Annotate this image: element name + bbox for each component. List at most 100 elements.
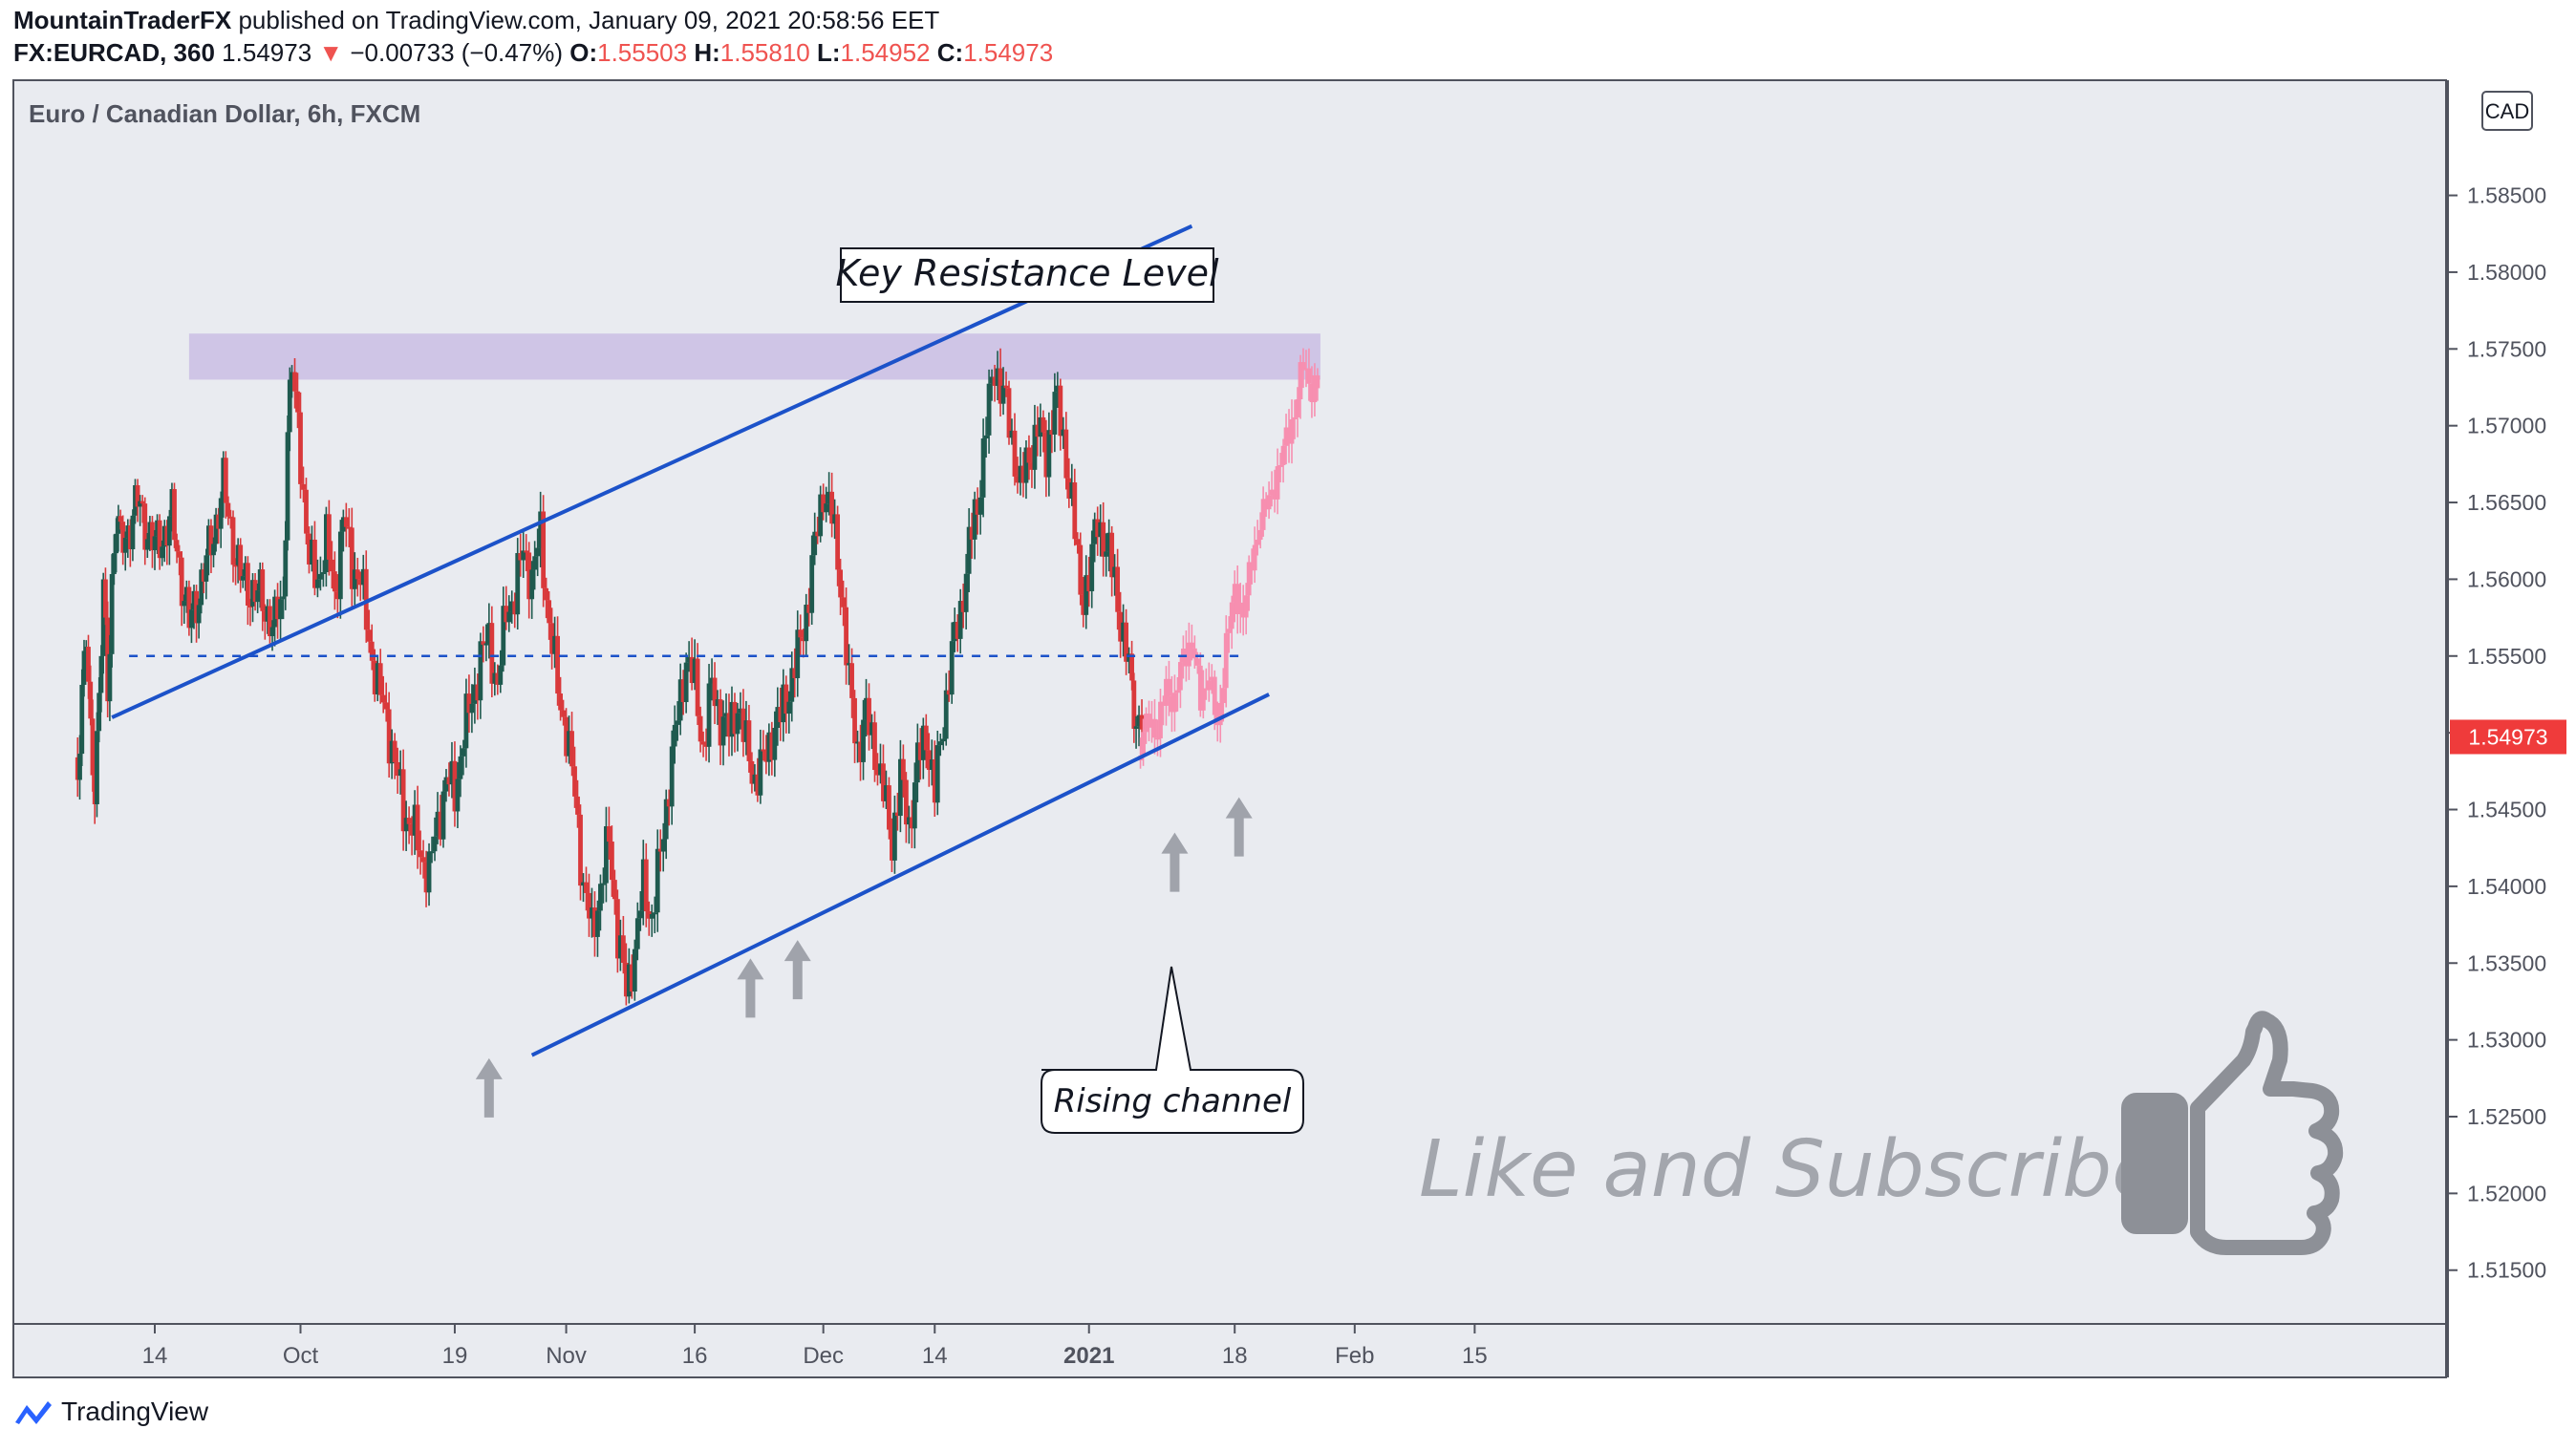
candle-body [897, 758, 903, 817]
candle-body [1000, 385, 1006, 404]
candle-body [646, 911, 652, 919]
candle-body [960, 601, 966, 612]
candle-body [752, 774, 758, 784]
candle-body [561, 710, 566, 717]
resistance-label[interactable]: Key Resistance Level [835, 247, 1219, 303]
open-label: O: [569, 38, 598, 67]
resistance-zone[interactable] [188, 333, 1320, 380]
candle-body [77, 754, 82, 780]
projected-candle [1275, 466, 1280, 500]
chart-pane[interactable] [12, 79, 2447, 1378]
projected-candle [1170, 695, 1174, 713]
projected-candle [1161, 701, 1166, 706]
candle-body [233, 565, 238, 567]
candle-body [318, 573, 323, 580]
candle-body [492, 672, 498, 684]
candle-body [90, 718, 96, 776]
candle-body [604, 826, 609, 884]
candle-body [380, 694, 386, 703]
candle-body [174, 540, 180, 552]
drawn-lines[interactable] [111, 224, 1270, 1057]
projected-candle [1257, 529, 1263, 541]
thumbs-up-icon [2121, 1011, 2344, 1255]
projected-candle [1312, 374, 1318, 403]
candle-body [287, 379, 292, 433]
candle-body [213, 514, 219, 544]
candle-body [177, 551, 182, 558]
projected-candle [1272, 489, 1277, 500]
candle-body [429, 851, 435, 854]
candle-body [509, 601, 515, 612]
price-tick-label: 1.51500 [2467, 1258, 2546, 1283]
projected-candle [1277, 464, 1283, 467]
candle-body [469, 703, 475, 714]
candle-body [775, 707, 781, 728]
candle-body [283, 540, 289, 597]
candle-body [228, 516, 233, 519]
candle-body [432, 836, 438, 852]
candle-body [265, 606, 270, 622]
time-axis[interactable]: 14 Oct 19 Nov 16 Dec 14 2021 18 Feb 15 [142, 1324, 1488, 1369]
lower-channel-line[interactable] [530, 693, 1270, 1057]
candle-body [166, 516, 172, 546]
time-tick-label: 19 [442, 1343, 468, 1369]
candle-body [247, 605, 253, 608]
projected-candle [1237, 602, 1243, 614]
candle-body [515, 553, 521, 615]
candle-body [243, 563, 248, 577]
candle-body [998, 368, 1003, 404]
candle-body [1133, 726, 1139, 729]
candle-body [612, 880, 617, 900]
candle-body [983, 435, 989, 439]
candle-body [792, 668, 798, 678]
candle-body [778, 707, 784, 723]
candle-body [914, 742, 920, 783]
candle-body [292, 372, 297, 392]
candle-body [169, 489, 175, 517]
candle-body [538, 511, 544, 548]
candle-body [1124, 622, 1128, 662]
rising-channel-callout[interactable]: Rising channel [1041, 966, 1304, 1134]
publisher-name[interactable]: MountainTraderFX [13, 6, 232, 34]
candle-body [255, 590, 261, 603]
candle-body [489, 623, 495, 684]
candle-body [100, 579, 106, 656]
candle-body [849, 663, 854, 698]
footer-brand[interactable]: TradingView [61, 1397, 209, 1426]
projected-candle [1226, 629, 1232, 633]
candle-body [852, 697, 857, 744]
candle-body [1089, 544, 1095, 591]
candle-body [969, 526, 975, 540]
projected-candle [1240, 602, 1246, 618]
projected-candle [1243, 595, 1249, 618]
candle-body [972, 499, 977, 540]
candle-body [504, 606, 509, 623]
candle-body [743, 720, 749, 742]
candle-body [225, 502, 231, 517]
candle-body [749, 760, 755, 784]
candle-body [272, 596, 277, 628]
candle-body [472, 684, 478, 704]
candle-body [257, 569, 263, 591]
candle-body [1131, 680, 1137, 729]
candle-body [455, 778, 461, 812]
candle-body [821, 494, 826, 513]
candle-body [677, 679, 683, 721]
candle-body [952, 622, 957, 642]
candle-body [461, 748, 466, 757]
upper-channel-line[interactable] [111, 224, 1193, 719]
candle-body [709, 677, 715, 684]
projected-candle [1191, 648, 1197, 659]
candle-body [890, 829, 894, 861]
price-tick-label: 1.56000 [2467, 566, 2546, 591]
candle-body [887, 785, 891, 830]
candle-body [715, 699, 720, 707]
currency-badge[interactable]: CAD [2481, 91, 2533, 131]
candle-body [552, 635, 557, 654]
last-price-badge[interactable]: 1.54973 [2450, 719, 2566, 755]
candle-body [343, 517, 349, 527]
candle-body [397, 769, 403, 777]
projected-candle [1269, 489, 1275, 496]
candle-body [262, 610, 268, 622]
